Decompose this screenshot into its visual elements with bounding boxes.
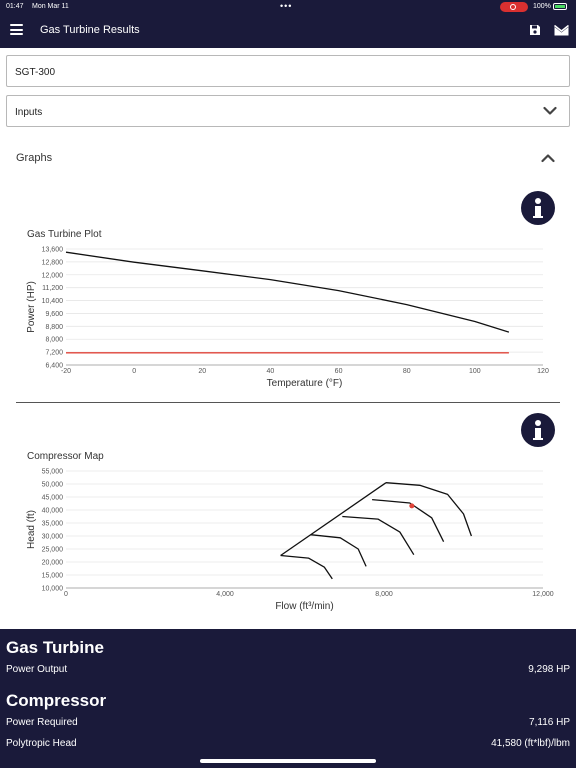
series-line bbox=[280, 554, 333, 580]
model-field-value: SGT-300 bbox=[15, 67, 56, 78]
y-tick-label: 10,000 bbox=[42, 586, 64, 593]
save-icon[interactable] bbox=[529, 24, 541, 36]
y-tick-label: 8,000 bbox=[45, 337, 63, 344]
y-tick-label: 15,000 bbox=[42, 573, 64, 580]
page-title: Gas Turbine Results bbox=[40, 24, 140, 36]
compressor-map-chart: 10,000 15,000 20,000 25,000 30,000 35,000 40,0… bbox=[26, 469, 554, 613]
battery-percent: 100% bbox=[533, 3, 551, 10]
series-line bbox=[385, 482, 473, 537]
gas-turbine-plot: 6,400 7,200 8,000 8,800 9,600 10,400 11,200 12,… bbox=[26, 247, 549, 390]
y-tick-label: 25,000 bbox=[42, 547, 64, 554]
power-required-label: Power Required bbox=[6, 717, 78, 728]
x-tick-label: 4,000 bbox=[216, 591, 234, 598]
results-panel: Gas Turbine Power Output 9,298 HP Compre… bbox=[0, 629, 576, 768]
operating-point bbox=[409, 503, 415, 509]
y-tick-label: 8,800 bbox=[45, 324, 63, 331]
y-axis-label: Head (ft) bbox=[26, 510, 37, 549]
y-tick-label: 20,000 bbox=[42, 560, 64, 567]
polytropic-head-value: 41,580 (ft*lbf)/lbm bbox=[491, 738, 570, 749]
status-time: 01:47 bbox=[6, 3, 24, 10]
x-tick-label: 80 bbox=[403, 368, 411, 375]
inputs-label: Inputs bbox=[15, 107, 43, 118]
y-tick-label: 50,000 bbox=[42, 482, 64, 489]
gas-turbine-chart-title: Gas Turbine Plot bbox=[27, 229, 102, 240]
y-tick-label: 30,000 bbox=[42, 534, 64, 541]
y-tick-label: 9,600 bbox=[45, 311, 63, 318]
x-axis-label: Temperature (°F) bbox=[267, 378, 343, 389]
graphs-section-label: Graphs bbox=[16, 152, 53, 164]
x-tick-label: 12,000 bbox=[532, 591, 554, 598]
series-line bbox=[372, 498, 445, 542]
compressor-chart-title: Compressor Map bbox=[27, 451, 104, 462]
x-tick-label: 100 bbox=[469, 368, 481, 375]
series-line bbox=[310, 534, 367, 567]
home-indicator bbox=[200, 759, 376, 763]
inputs-dropdown[interactable]: Inputs bbox=[6, 95, 570, 127]
status-date: Mon Mar 11 bbox=[32, 3, 69, 10]
y-tick-label: 40,000 bbox=[42, 508, 64, 515]
y-tick-label: 6,400 bbox=[45, 363, 63, 370]
gas-turbine-info-icon[interactable] bbox=[521, 191, 555, 225]
section-divider bbox=[16, 402, 560, 403]
series-line bbox=[342, 515, 415, 556]
x-tick-label: 0 bbox=[132, 368, 136, 375]
polytropic-head-label: Polytropic Head bbox=[6, 738, 77, 749]
y-tick-label: 35,000 bbox=[42, 521, 64, 528]
x-tick-label: 40 bbox=[267, 368, 275, 375]
status-bar: 01:47 Mon Mar 11 ••• 100% bbox=[0, 0, 576, 14]
x-tick-label: -20 bbox=[61, 368, 71, 375]
app-header: Gas Turbine Results bbox=[0, 14, 576, 48]
y-tick-label: 12,800 bbox=[42, 259, 64, 266]
battery-icon bbox=[553, 3, 567, 10]
power-output-value: 9,298 HP bbox=[528, 664, 570, 675]
y-tick-label: 55,000 bbox=[42, 469, 64, 476]
compressor-heading: Compressor bbox=[6, 691, 107, 710]
series-line bbox=[280, 482, 387, 557]
power-output-label: Power Output bbox=[6, 664, 68, 675]
x-tick-label: 20 bbox=[198, 368, 206, 375]
y-tick-label: 11,200 bbox=[42, 285, 63, 292]
chevron-up-icon[interactable] bbox=[541, 153, 555, 163]
series-line bbox=[65, 251, 510, 333]
y-tick-label: 45,000 bbox=[42, 495, 64, 502]
compressor-info-icon[interactable] bbox=[521, 413, 555, 447]
screen-recording-icon bbox=[500, 2, 528, 12]
hamburger-menu-icon[interactable] bbox=[10, 24, 23, 35]
y-axis-label: Power (HP) bbox=[26, 281, 37, 333]
y-tick-label: 10,400 bbox=[42, 298, 64, 305]
model-field[interactable]: SGT-300 bbox=[6, 55, 570, 87]
x-tick-label: 120 bbox=[537, 368, 549, 375]
power-required-value: 7,116 HP bbox=[529, 717, 570, 728]
y-tick-label: 13,600 bbox=[42, 247, 64, 254]
gas-turbine-heading: Gas Turbine bbox=[6, 638, 104, 657]
y-tick-label: 7,200 bbox=[45, 350, 63, 357]
mail-icon[interactable] bbox=[554, 25, 569, 36]
x-axis-label: Flow (ft³/min) bbox=[275, 601, 333, 612]
x-tick-label: 8,000 bbox=[375, 591, 393, 598]
y-tick-label: 12,000 bbox=[42, 272, 64, 279]
chevron-down-icon bbox=[543, 106, 557, 115]
x-tick-label: 0 bbox=[64, 591, 68, 598]
x-tick-label: 60 bbox=[335, 368, 343, 375]
multitask-dots-icon[interactable]: ••• bbox=[280, 1, 293, 11]
